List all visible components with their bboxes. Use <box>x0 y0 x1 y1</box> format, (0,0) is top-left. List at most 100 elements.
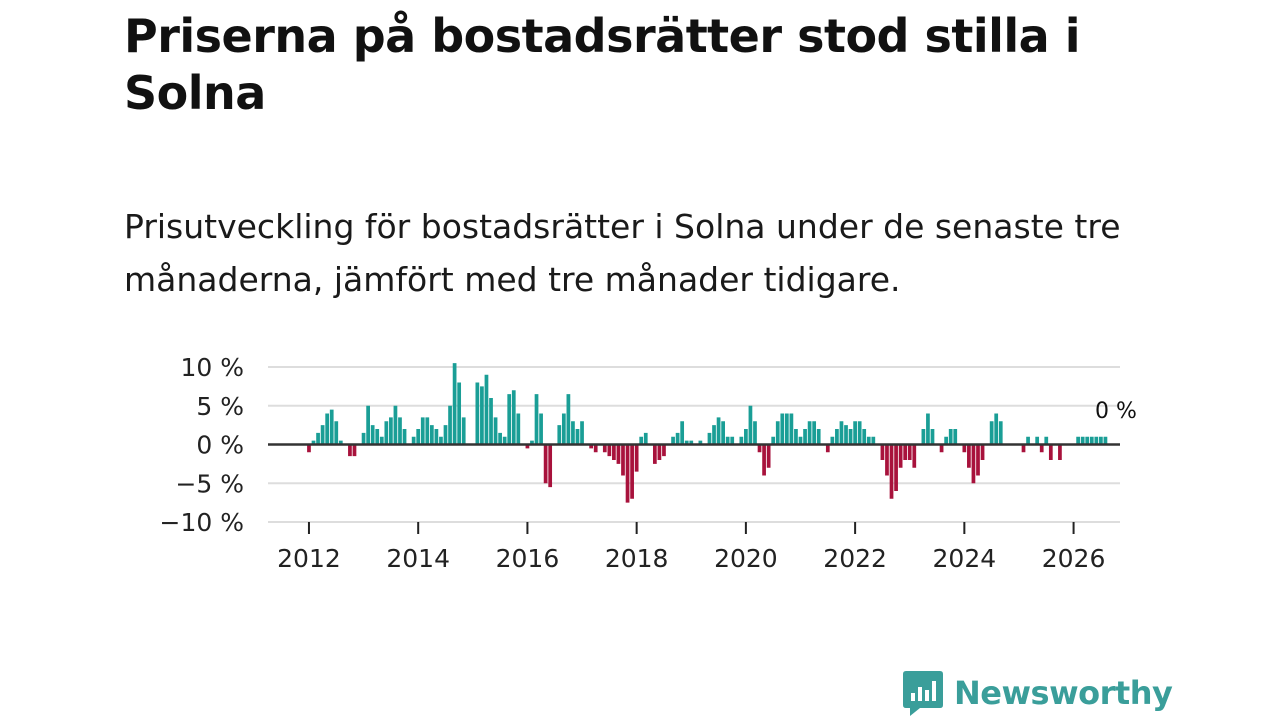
bar <box>307 444 311 453</box>
x-tick-label: 2014 <box>386 544 450 573</box>
bar <box>561 413 566 445</box>
bar <box>475 382 480 445</box>
bar <box>844 425 848 445</box>
bar <box>1076 436 1080 445</box>
bar <box>907 444 912 460</box>
bar <box>1058 444 1062 460</box>
bar <box>1085 436 1090 445</box>
bar <box>398 417 402 445</box>
bar <box>675 432 680 445</box>
bar <box>926 413 930 445</box>
bar <box>534 394 539 445</box>
bar <box>589 444 594 449</box>
bar <box>607 444 612 457</box>
bar <box>689 440 694 445</box>
bar <box>698 440 703 445</box>
brand-name: Newsworthy <box>954 674 1173 712</box>
bar <box>311 440 316 445</box>
x-tick-label: 2012 <box>277 544 341 573</box>
bar <box>885 444 889 476</box>
bar <box>1094 436 1099 445</box>
bar <box>539 413 543 445</box>
bar <box>393 405 398 445</box>
bar <box>575 429 580 445</box>
bar <box>671 436 675 445</box>
bar <box>1099 436 1103 445</box>
bar <box>621 444 625 476</box>
x-tick-label: 2018 <box>605 544 669 573</box>
bar <box>639 436 644 445</box>
bar <box>662 444 666 457</box>
x-tick-label: 2022 <box>823 544 887 573</box>
bar <box>712 425 716 445</box>
bar <box>316 432 320 445</box>
bar <box>1080 436 1085 445</box>
bar <box>420 417 425 445</box>
bar <box>853 421 857 445</box>
bar <box>352 444 357 457</box>
bar <box>789 413 794 445</box>
bar <box>489 398 493 445</box>
bar <box>612 444 616 460</box>
bar <box>625 444 630 503</box>
bar <box>502 436 507 445</box>
bar <box>630 444 634 499</box>
bar <box>980 444 985 460</box>
bar <box>971 444 976 484</box>
bar <box>948 429 953 445</box>
bar <box>516 413 521 445</box>
bar <box>684 440 689 445</box>
bar <box>434 429 439 445</box>
bar <box>912 444 917 468</box>
bar <box>1021 444 1026 453</box>
bar <box>634 444 639 472</box>
bar <box>530 440 534 445</box>
bar <box>443 425 448 445</box>
bar <box>338 440 343 445</box>
bar <box>1089 436 1094 445</box>
bar <box>325 413 330 445</box>
bar <box>857 421 862 445</box>
bar <box>880 444 885 460</box>
bar <box>361 432 366 445</box>
bar <box>976 444 980 476</box>
bar <box>989 421 994 445</box>
bar <box>862 429 867 445</box>
bar <box>730 436 735 445</box>
bar <box>507 394 512 445</box>
bar <box>839 421 844 445</box>
bar-series <box>307 363 1108 503</box>
y-axis: 10 % 5 % 0 % −5 % −10 % <box>160 353 244 537</box>
bar <box>967 444 971 468</box>
bar <box>1035 436 1040 445</box>
bar <box>452 363 457 445</box>
bar <box>725 436 730 445</box>
bar <box>1044 436 1049 445</box>
bar <box>962 444 967 453</box>
y-tick-label: −5 % <box>175 469 244 498</box>
bar <box>334 421 339 445</box>
bar <box>848 429 853 445</box>
bar <box>998 421 1003 445</box>
bar <box>370 425 375 445</box>
y-tick-label: 0 % <box>196 431 244 460</box>
price-change-chart: 10 % 5 % 0 % −5 % −10 % 2012 2014 2016 2018 2020… <box>160 353 1137 573</box>
bar <box>511 390 516 445</box>
x-tick-label: 2020 <box>714 544 778 573</box>
bar <box>1026 436 1030 445</box>
bar <box>835 429 839 445</box>
bar <box>921 429 926 445</box>
bar <box>448 405 452 445</box>
bar <box>329 409 334 445</box>
y-tick-label: 5 % <box>196 392 244 421</box>
bar <box>807 421 812 445</box>
bar <box>944 436 949 445</box>
bar <box>484 374 489 445</box>
bar <box>498 432 502 445</box>
bar <box>439 436 443 445</box>
bar <box>794 429 798 445</box>
bar <box>894 444 898 491</box>
bar <box>825 444 830 453</box>
bar <box>411 436 416 445</box>
page-title: Priserna på bostadsrätter stod stilla i … <box>124 9 1080 120</box>
